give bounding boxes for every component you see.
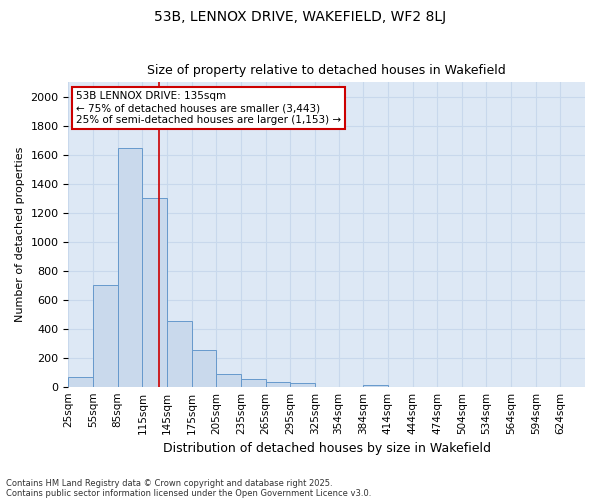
Text: Contains HM Land Registry data © Crown copyright and database right 2025.: Contains HM Land Registry data © Crown c… xyxy=(6,478,332,488)
Bar xyxy=(68,376,93,386)
Bar xyxy=(363,384,388,386)
Text: 53B LENNOX DRIVE: 135sqm
← 75% of detached houses are smaller (3,443)
25% of sem: 53B LENNOX DRIVE: 135sqm ← 75% of detach… xyxy=(76,92,341,124)
Bar xyxy=(142,198,167,386)
Bar xyxy=(191,350,216,386)
Y-axis label: Number of detached properties: Number of detached properties xyxy=(15,147,25,322)
Bar xyxy=(266,382,290,386)
Bar xyxy=(118,148,142,386)
Bar xyxy=(93,285,118,386)
Bar xyxy=(241,378,266,386)
Text: Contains public sector information licensed under the Open Government Licence v3: Contains public sector information licen… xyxy=(6,488,371,498)
Bar xyxy=(167,322,191,386)
Title: Size of property relative to detached houses in Wakefield: Size of property relative to detached ho… xyxy=(148,64,506,77)
X-axis label: Distribution of detached houses by size in Wakefield: Distribution of detached houses by size … xyxy=(163,442,491,455)
Bar xyxy=(290,383,315,386)
Text: 53B, LENNOX DRIVE, WAKEFIELD, WF2 8LJ: 53B, LENNOX DRIVE, WAKEFIELD, WF2 8LJ xyxy=(154,10,446,24)
Bar xyxy=(216,374,241,386)
